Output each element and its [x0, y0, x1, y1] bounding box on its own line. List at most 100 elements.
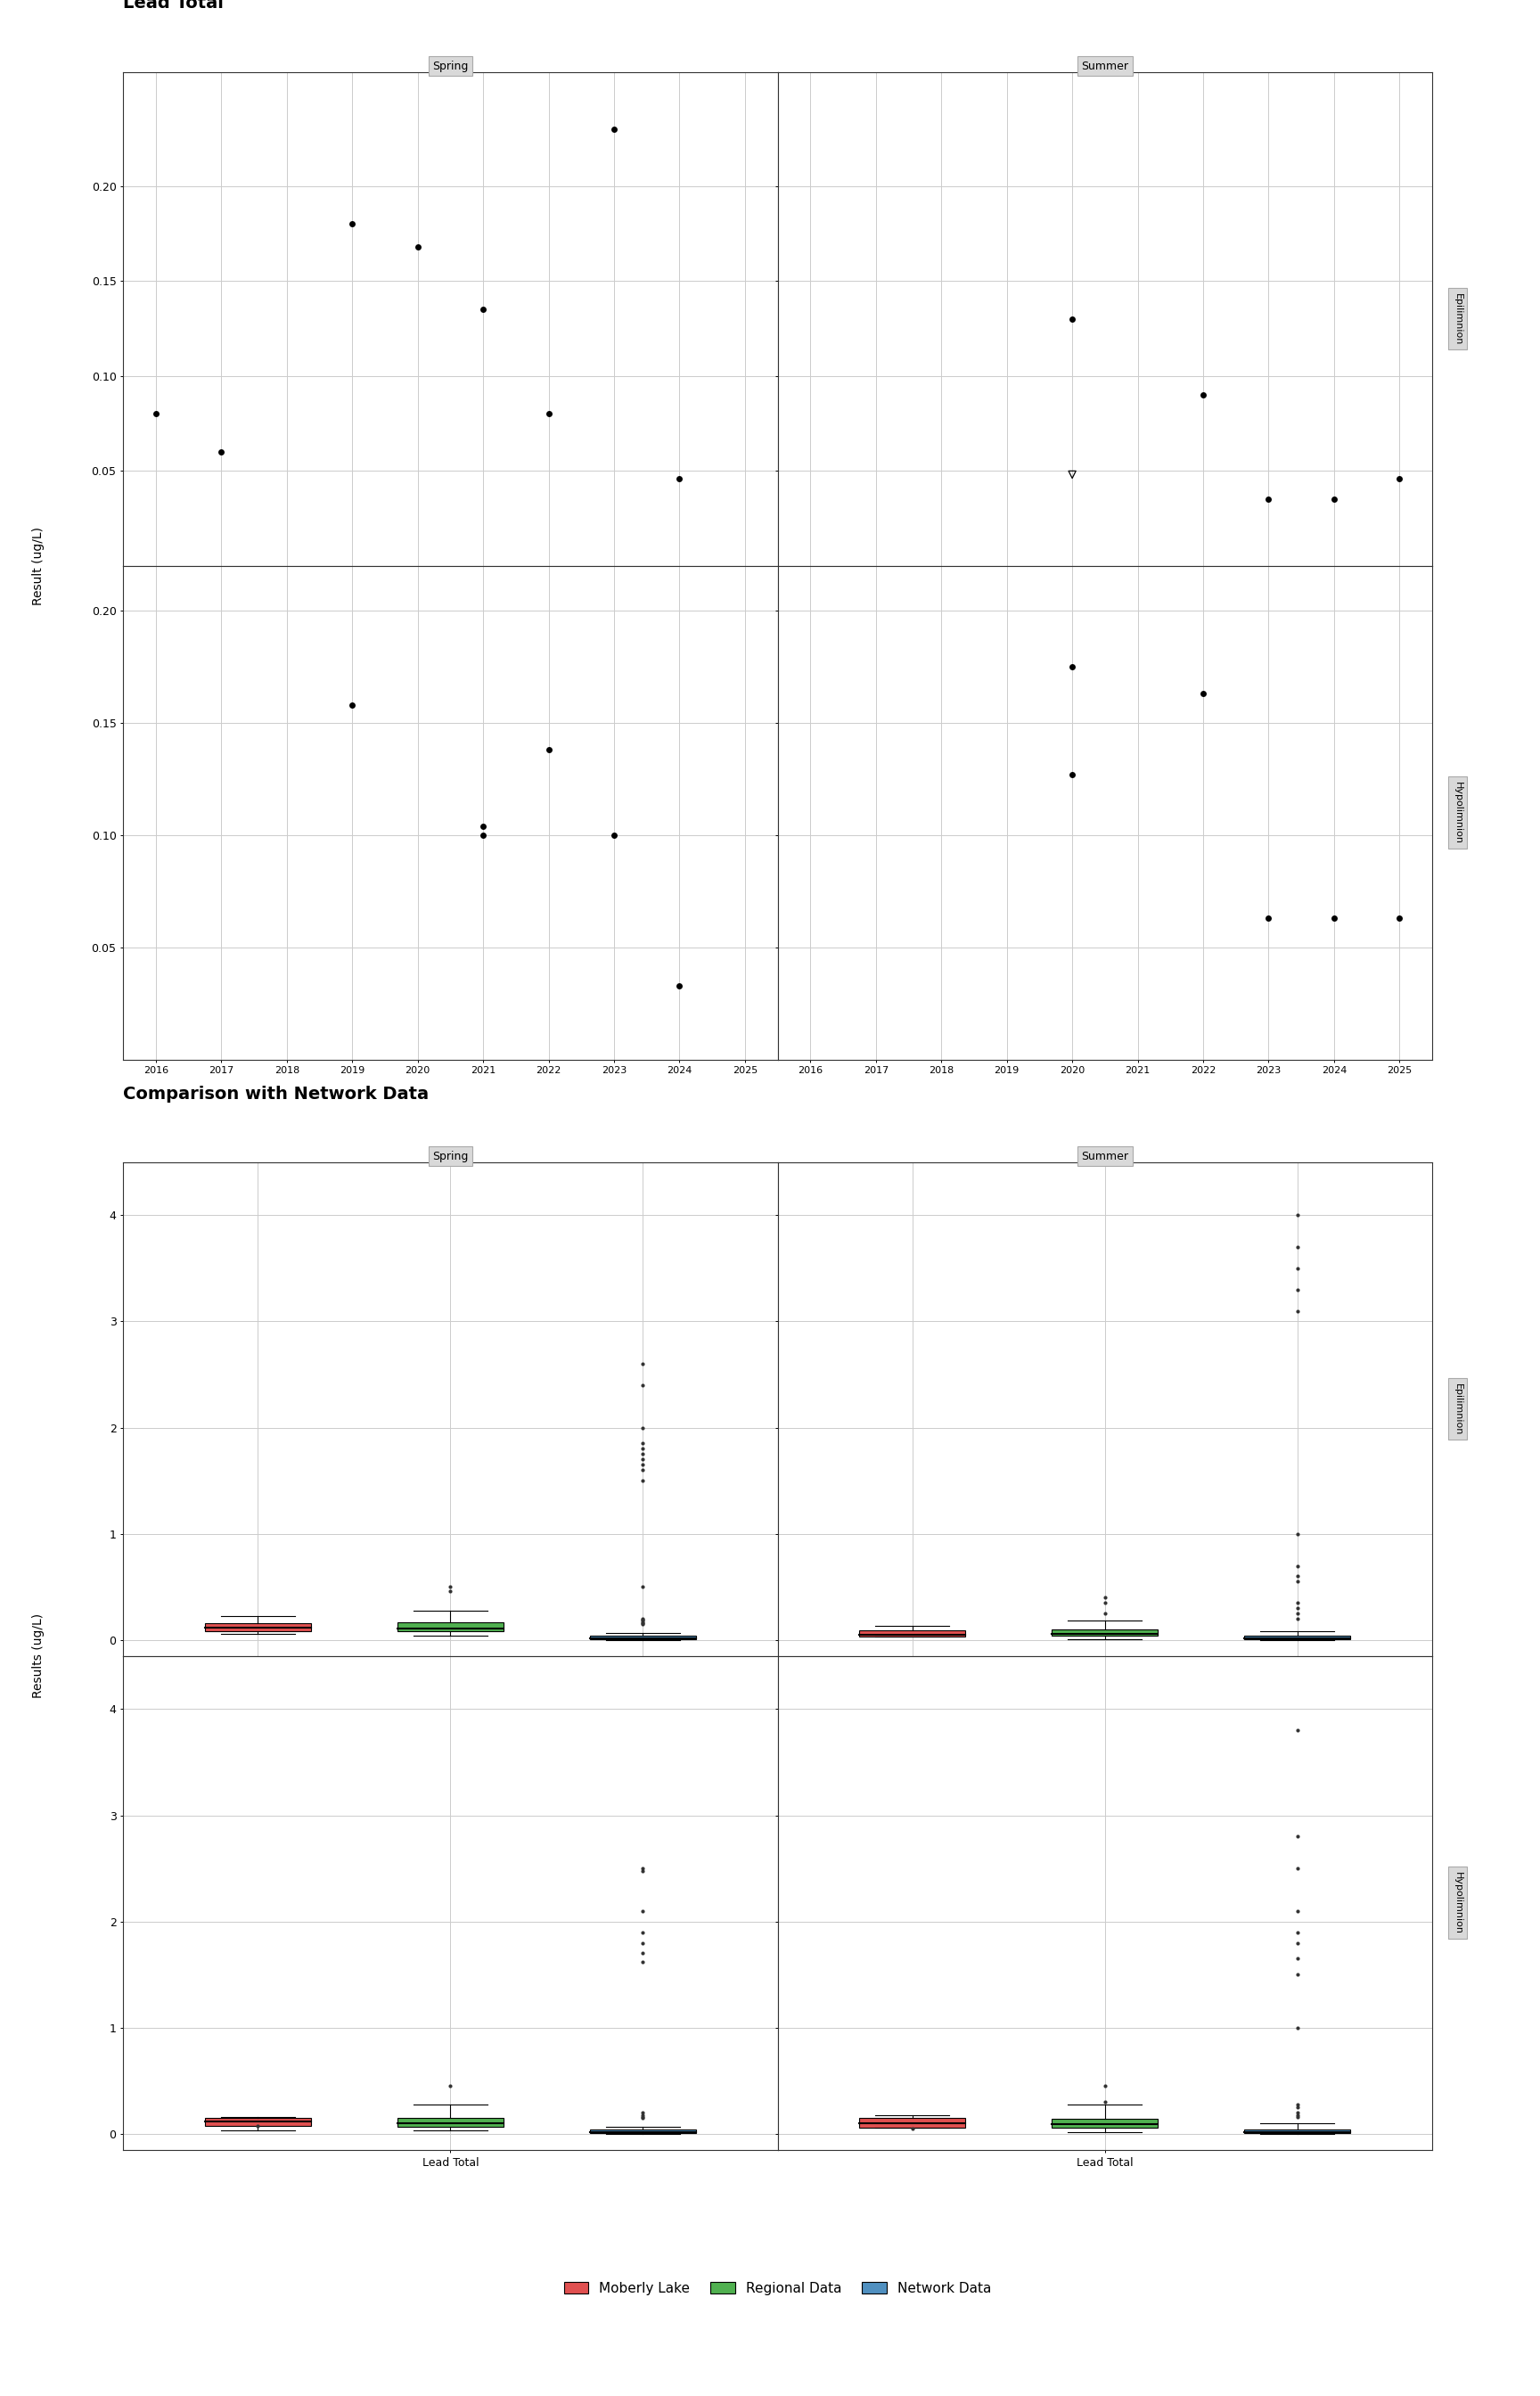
- Point: [1388, 898, 1412, 937]
- Point: [1284, 1601, 1309, 1639]
- Point: [1284, 2008, 1309, 2046]
- Bar: [205, 1622, 311, 1632]
- Point: [1093, 1579, 1118, 1617]
- Bar: [1052, 1629, 1158, 1636]
- Bar: [1052, 2118, 1158, 2128]
- Point: [1284, 1893, 1309, 1931]
- Point: [245, 2106, 271, 2144]
- Point: [1284, 2096, 1309, 2135]
- Text: Hypolimnion: Hypolimnion: [1454, 781, 1461, 843]
- Point: [1093, 1593, 1118, 1632]
- Point: [1060, 455, 1084, 494]
- Point: [630, 1850, 654, 1888]
- Point: [437, 1572, 462, 1610]
- Point: [405, 228, 430, 266]
- Bar: [859, 1632, 966, 1636]
- Point: [667, 966, 691, 1004]
- Point: [1060, 755, 1084, 793]
- Point: [1257, 898, 1281, 937]
- Title: Spring: Spring: [433, 1150, 468, 1162]
- Point: [340, 685, 365, 724]
- Point: [667, 460, 691, 498]
- Point: [630, 1440, 654, 1478]
- Point: [1284, 1819, 1309, 1857]
- Point: [602, 110, 627, 149]
- Point: [630, 2094, 654, 2132]
- Point: [630, 1423, 654, 1462]
- Point: [602, 817, 627, 855]
- Point: [1257, 479, 1281, 518]
- Point: [630, 1430, 654, 1469]
- Point: [1284, 1562, 1309, 1601]
- Point: [630, 1435, 654, 1474]
- Title: Summer: Summer: [1081, 1150, 1129, 1162]
- Point: [1060, 300, 1084, 338]
- Point: [143, 395, 168, 434]
- Bar: [590, 2130, 696, 2132]
- Legend: Moberly Lake, Regional Data, Network Data: Moberly Lake, Regional Data, Network Dat…: [559, 2276, 996, 2300]
- Text: Lead Total: Lead Total: [123, 0, 223, 12]
- Bar: [1244, 2130, 1351, 2132]
- Point: [630, 1943, 654, 1981]
- Text: Epilimnion: Epilimnion: [1454, 1382, 1461, 1435]
- Point: [1284, 1850, 1309, 1888]
- Text: Epilimnion: Epilimnion: [1454, 292, 1461, 345]
- Bar: [205, 2118, 311, 2125]
- Point: [630, 1601, 654, 1639]
- Point: [1284, 1545, 1309, 1584]
- Point: [437, 2068, 462, 2106]
- Point: [1093, 2068, 1118, 2106]
- Point: [1284, 1270, 1309, 1308]
- Point: [1190, 376, 1215, 415]
- Bar: [1244, 1636, 1351, 1639]
- Point: [630, 1344, 654, 1382]
- Point: [1093, 2082, 1118, 2120]
- Point: [630, 1603, 654, 1641]
- Point: [1284, 1291, 1309, 1330]
- Point: [1284, 1557, 1309, 1596]
- Point: [1190, 676, 1215, 714]
- Point: [1284, 1514, 1309, 1553]
- Point: [1284, 1584, 1309, 1622]
- Point: [630, 1893, 654, 1931]
- Point: [630, 1603, 654, 1641]
- Point: [1284, 2094, 1309, 2132]
- Point: [1284, 2089, 1309, 2128]
- Point: [630, 2096, 654, 2135]
- Point: [1284, 1227, 1309, 1265]
- Point: [630, 1366, 654, 1404]
- Point: [630, 1603, 654, 1641]
- Bar: [590, 1636, 696, 1639]
- Point: [471, 817, 496, 855]
- Point: [471, 290, 496, 328]
- Point: [630, 1462, 654, 1500]
- Point: [630, 2099, 654, 2137]
- Point: [536, 731, 561, 769]
- Bar: [859, 2118, 966, 2128]
- Point: [1284, 1912, 1309, 1950]
- Point: [536, 395, 561, 434]
- Point: [1284, 1593, 1309, 1632]
- Point: [1284, 1938, 1309, 1977]
- Point: [471, 807, 496, 846]
- Point: [630, 1409, 654, 1447]
- Point: [209, 434, 234, 472]
- Point: [630, 1605, 654, 1644]
- Bar: [397, 1622, 504, 1632]
- Point: [1284, 2099, 1309, 2137]
- Point: [1321, 479, 1346, 518]
- Point: [1388, 460, 1412, 498]
- Point: [437, 1567, 462, 1605]
- Point: [630, 1934, 654, 1972]
- Bar: [397, 2118, 504, 2128]
- Point: [630, 1452, 654, 1490]
- Text: Results (ug/L): Results (ug/L): [32, 1613, 45, 1699]
- Point: [340, 204, 365, 242]
- Point: [1093, 1584, 1118, 1622]
- Point: [630, 2099, 654, 2137]
- Point: [1284, 1248, 1309, 1287]
- Point: [630, 1852, 654, 1890]
- Point: [1284, 1711, 1309, 1749]
- Title: Summer: Summer: [1081, 60, 1129, 72]
- Title: Spring: Spring: [433, 60, 468, 72]
